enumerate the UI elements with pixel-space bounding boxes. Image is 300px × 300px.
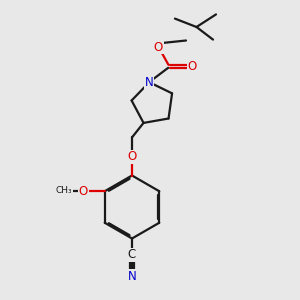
Text: C: C [128,248,136,262]
Text: O: O [154,40,163,54]
Text: N: N [128,270,136,283]
Text: N: N [145,76,154,89]
Text: O: O [188,60,197,73]
Text: O: O [79,185,88,198]
Text: O: O [128,150,136,164]
Text: CH₃: CH₃ [56,186,73,196]
